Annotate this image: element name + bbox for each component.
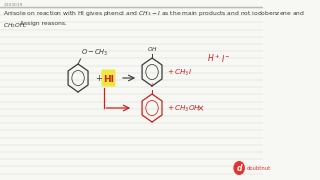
Text: $H^+$: $H^+$ [207, 52, 220, 64]
Text: $+ \,CH_3OH$: $+ \,CH_3OH$ [167, 104, 201, 114]
Text: $O-CH_3$: $O-CH_3$ [81, 48, 109, 58]
Text: HI: HI [103, 75, 114, 84]
Text: 2103019: 2103019 [3, 3, 22, 7]
Text: $I$: $I$ [150, 81, 154, 89]
Text: Anisole on reaction with HI gives phenol and $CH_3 - I$ as the main products and: Anisole on reaction with HI gives phenol… [3, 9, 305, 18]
Text: Assign reasons.: Assign reasons. [18, 21, 67, 26]
Text: $+ \,CH_3I$: $+ \,CH_3I$ [167, 68, 192, 78]
FancyBboxPatch shape [101, 69, 116, 87]
Text: doubtnut: doubtnut [246, 166, 271, 171]
Text: $I^-$: $I^-$ [221, 53, 231, 64]
Text: $\times$: $\times$ [196, 104, 204, 114]
Text: $OH$: $OH$ [147, 45, 157, 53]
Circle shape [233, 161, 245, 175]
Text: +: + [95, 73, 102, 82]
Text: d: d [236, 164, 242, 173]
Text: $CH_3OH$.: $CH_3OH$. [3, 21, 28, 30]
